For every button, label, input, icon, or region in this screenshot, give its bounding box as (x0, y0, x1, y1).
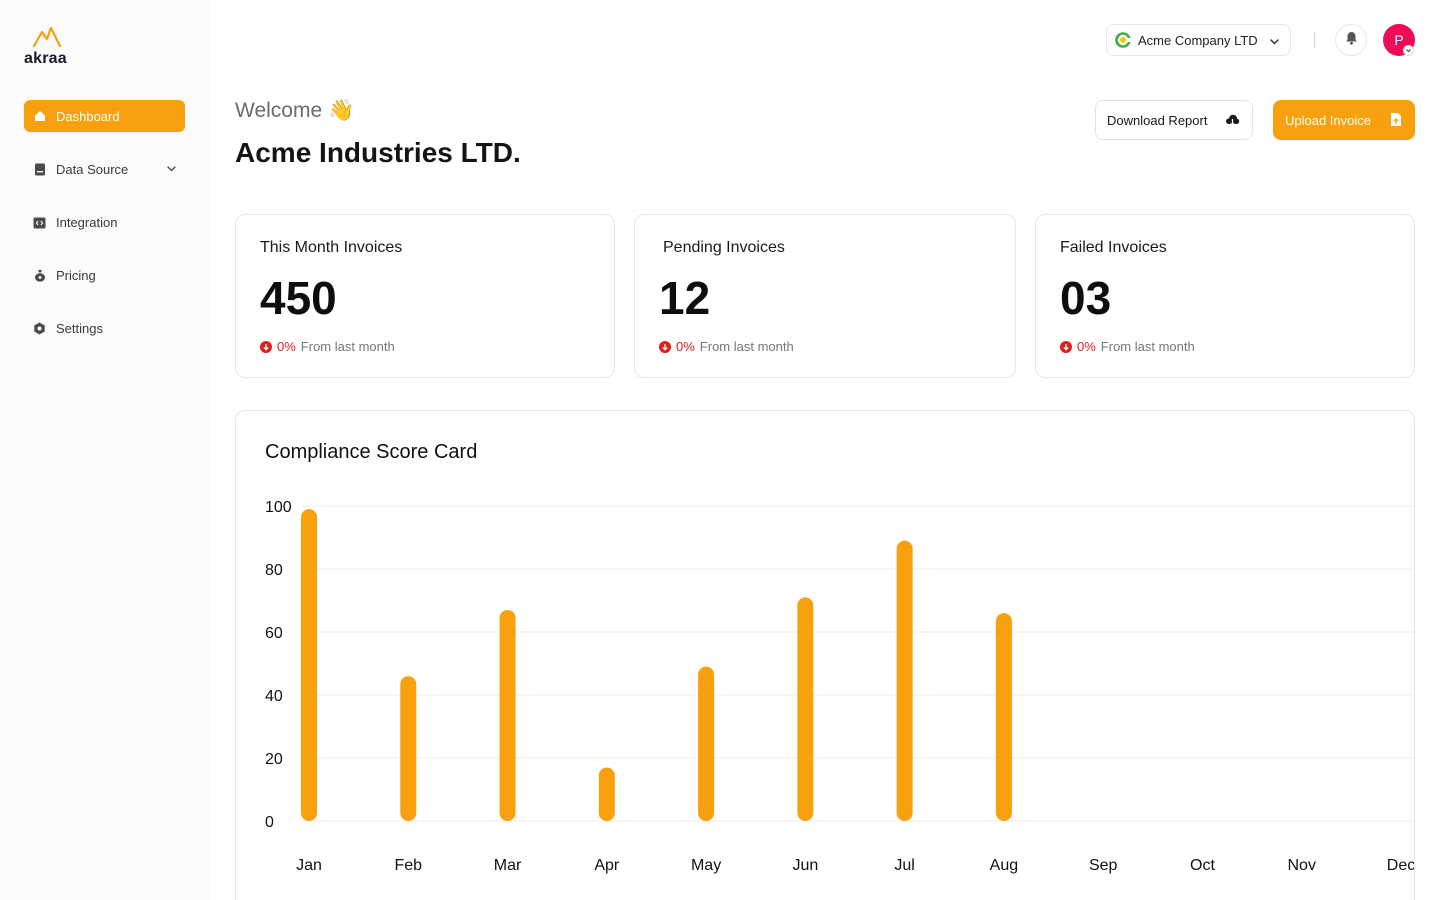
sidebar-item-pricing[interactable]: Pricing (24, 259, 185, 291)
stat-change: 0% From last month (260, 339, 395, 354)
download-report-label: Download Report (1107, 112, 1208, 128)
x-tick-label: Oct (1190, 857, 1215, 874)
stat-change-text: From last month (300, 339, 395, 354)
chart-bar-mar[interactable] (499, 609, 516, 821)
x-tick-label: Dec (1387, 857, 1415, 874)
stat-change-text: From last month (699, 339, 794, 354)
x-tick-label: Mar (494, 857, 522, 874)
x-tick-label: May (691, 857, 721, 874)
sidebar: akraa Dashboard Data Source Integration … (0, 0, 210, 900)
sidebar-item-label: Data Source (56, 161, 129, 177)
x-tick-label: Feb (394, 857, 422, 874)
sidebar-item-integration[interactable]: Integration (24, 206, 185, 238)
stat-change: 0% From last month (659, 339, 794, 354)
chart-bar-may[interactable] (698, 666, 715, 821)
avatar-dropdown-icon[interactable] (1403, 45, 1414, 56)
sidebar-item-label: Settings (56, 320, 103, 336)
notifications-button[interactable] (1335, 24, 1367, 56)
x-tick-label: Aug (990, 857, 1018, 874)
compliance-chart-card: Compliance Score Card 0 20 40 60 80 100 Jan Feb… (235, 410, 1415, 900)
x-tick-label: Jan (296, 857, 322, 874)
x-tick-label: Nov (1288, 857, 1316, 874)
x-tick-label: Sep (1089, 857, 1118, 874)
brand-logo[interactable]: akraa (24, 26, 74, 67)
chart-bar-jun[interactable] (797, 597, 814, 821)
upload-invoice-label: Upload Invoice (1285, 112, 1371, 128)
sidebar-item-label: Pricing (56, 267, 96, 283)
stat-value: 12 (659, 272, 711, 324)
x-tick-label: Apr (594, 857, 620, 874)
stat-card-failed: Failed Invoices 03 0% From last month (1035, 214, 1415, 378)
home-icon (33, 110, 46, 123)
y-tick-label: 20 (265, 751, 283, 768)
welcome-text: Welcome 👋 (235, 99, 355, 122)
download-report-button[interactable]: Download Report (1095, 100, 1253, 140)
database-icon (33, 163, 46, 176)
stat-change: 0% From last month (1060, 339, 1195, 354)
chart-bar-aug[interactable] (995, 613, 1012, 821)
chevron-down-icon[interactable] (166, 162, 177, 177)
sidebar-item-dashboard[interactable]: Dashboard (24, 100, 185, 132)
compliance-bar-chart: 0 20 40 60 80 100 Jan Feb Mar Apr May Jun Jul Aug Sep O… (265, 499, 1415, 874)
stat-value: 03 (1060, 272, 1112, 324)
sidebar-item-settings[interactable]: Settings (24, 312, 185, 344)
chart-title: Compliance Score Card (265, 441, 478, 463)
page-title: Acme Industries LTD. (235, 137, 521, 168)
mountain-logo-icon (32, 26, 62, 48)
arrow-down-circle-icon (659, 340, 671, 353)
stat-card-pending: Pending Invoices 12 0% From last month (634, 214, 1016, 378)
chevron-down-icon (1269, 35, 1280, 50)
y-tick-label: 40 (265, 688, 283, 705)
gear-icon (33, 322, 46, 335)
x-tick-label: Jul (894, 857, 914, 874)
y-tick-label: 80 (265, 562, 283, 579)
sidebar-item-data-source[interactable]: Data Source (24, 153, 185, 185)
stat-title: Failed Invoices (1060, 239, 1167, 256)
stat-value: 450 (260, 272, 337, 324)
bell-icon (1345, 31, 1358, 50)
company-logo-icon (1115, 32, 1131, 48)
stat-card-this-month: This Month Invoices 450 0% From last mon… (235, 214, 615, 378)
cloud-download-icon (1225, 113, 1240, 130)
chart-bar-jan[interactable] (301, 509, 317, 821)
stat-change-text: From last month (1100, 339, 1195, 354)
stat-change-percent: 0% (676, 339, 695, 354)
chart-bar-jul[interactable] (896, 540, 913, 821)
stat-title: Pending Invoices (663, 239, 785, 256)
stat-change-percent: 0% (277, 339, 296, 354)
y-tick-label: 0 (265, 814, 274, 831)
topbar-divider (1314, 32, 1315, 48)
sidebar-item-label: Dashboard (56, 108, 120, 124)
stat-title: This Month Invoices (260, 239, 403, 256)
money-bag-icon (33, 269, 46, 282)
stat-change-percent: 0% (1077, 339, 1096, 354)
integration-icon (33, 216, 46, 229)
chart-bar-feb[interactable] (400, 676, 417, 821)
y-tick-label: 60 (265, 625, 283, 642)
file-upload-icon (1390, 112, 1402, 130)
avatar-initial: P (1394, 32, 1404, 48)
upload-invoice-button[interactable]: Upload Invoice (1273, 100, 1415, 140)
company-selector[interactable]: Acme Company LTD (1106, 24, 1291, 56)
x-tick-label: Jun (792, 857, 818, 874)
brand-name: akraa (24, 50, 67, 67)
company-selector-label: Acme Company LTD (1138, 32, 1258, 48)
chart-bar-apr[interactable] (598, 767, 615, 821)
arrow-down-circle-icon (1060, 340, 1072, 353)
y-tick-label: 100 (265, 499, 292, 516)
sidebar-item-label: Integration (56, 214, 118, 230)
arrow-down-circle-icon (260, 340, 272, 353)
